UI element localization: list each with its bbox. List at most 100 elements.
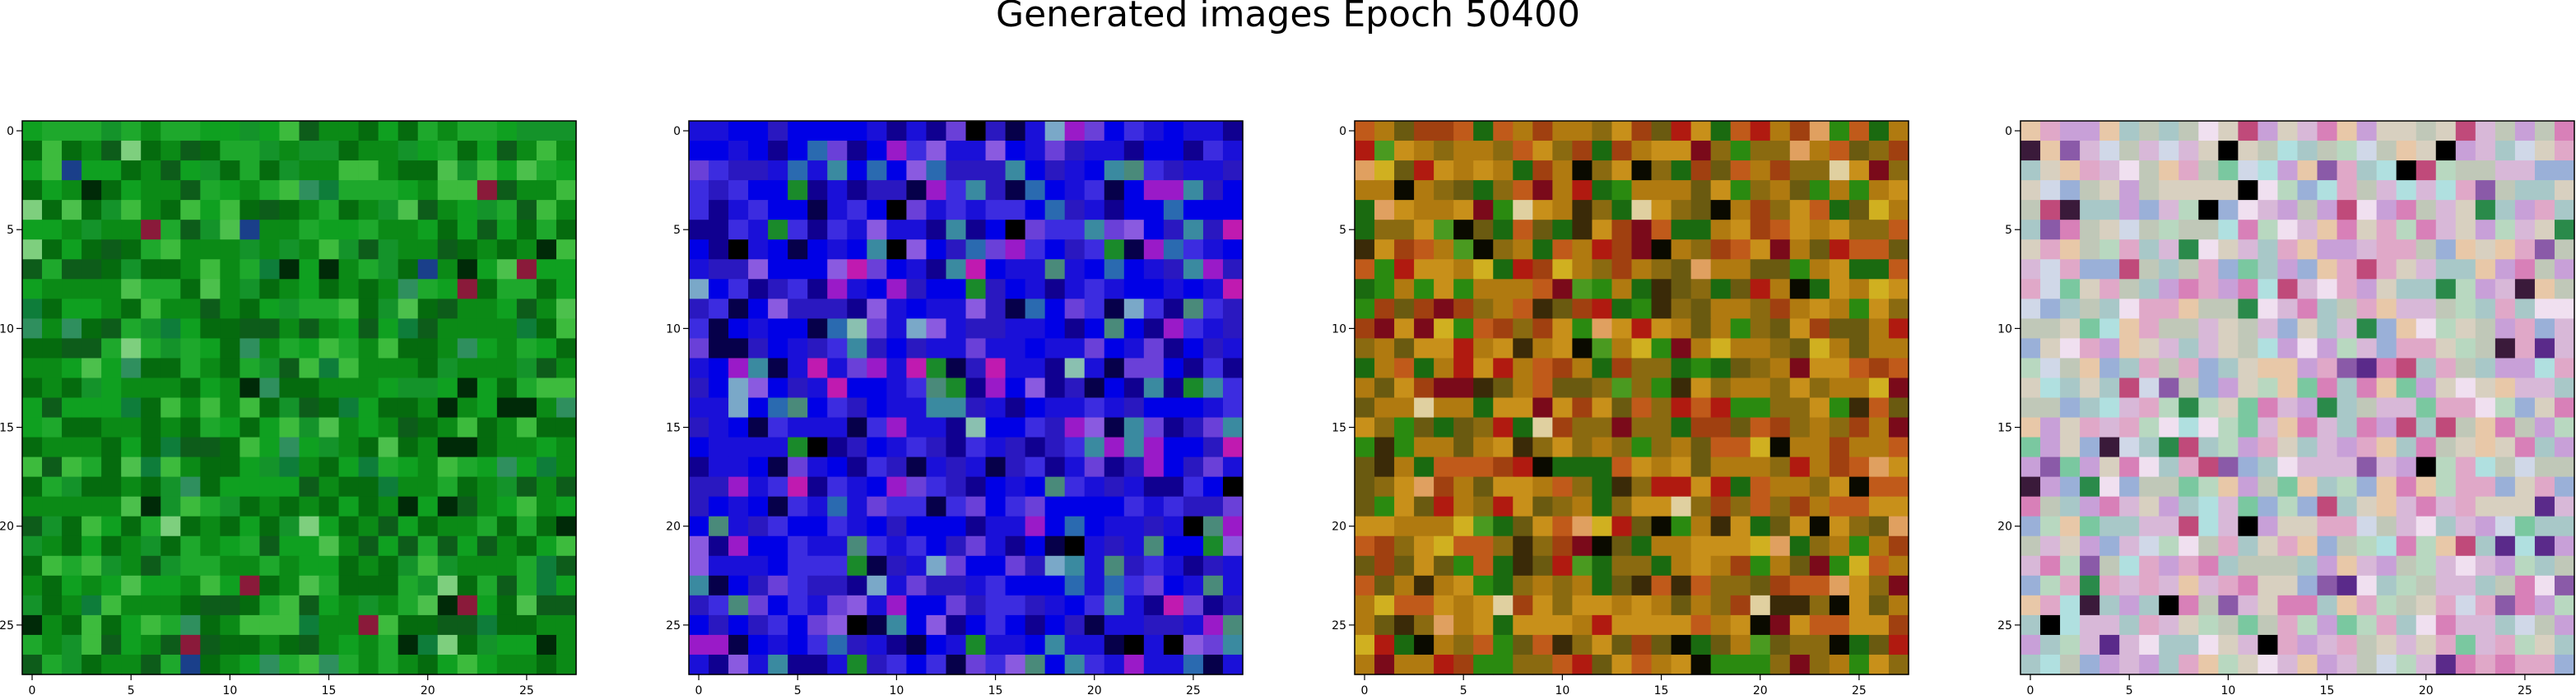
pixel-cell xyxy=(2376,516,2397,537)
pixel-cell xyxy=(516,476,537,498)
pixel-cell xyxy=(946,575,967,596)
pixel-cell xyxy=(728,259,749,280)
pixel-cell xyxy=(2297,259,2318,280)
pixel-cell xyxy=(536,239,557,260)
pixel-cell xyxy=(1064,496,1086,517)
pixel-cell xyxy=(1394,496,1415,517)
pixel-cell xyxy=(946,121,967,141)
pixel-cell xyxy=(319,417,340,438)
pixel-cell xyxy=(279,417,300,438)
pixel-cell xyxy=(2317,239,2338,260)
pixel-cell xyxy=(180,180,201,201)
pixel-cell xyxy=(1123,200,1145,220)
pixel-cell xyxy=(1183,437,1204,458)
pixel-cell xyxy=(1592,397,1613,419)
pixel-cell xyxy=(906,595,928,616)
pixel-cell xyxy=(477,358,498,379)
pixel-cell xyxy=(398,180,419,201)
pixel-cell xyxy=(965,318,987,339)
pixel-cell xyxy=(1611,299,1633,319)
pixel-cell xyxy=(1730,456,1751,478)
pixel-cell xyxy=(1123,535,1145,557)
pixel-cell xyxy=(2317,575,2338,596)
pixel-cell xyxy=(2099,397,2120,419)
pixel-cell xyxy=(1868,634,1890,656)
pixel-cell xyxy=(1592,595,1613,616)
pixel-cell xyxy=(886,535,907,557)
pixel-cell xyxy=(417,141,439,161)
pixel-cell xyxy=(827,634,848,656)
pixel-cell xyxy=(2257,634,2279,656)
pixel-cell xyxy=(2238,259,2259,280)
pixel-cell xyxy=(1848,654,1870,675)
pixel-cell xyxy=(358,279,379,299)
pixel-cell xyxy=(2356,378,2378,399)
pixel-cell xyxy=(1513,417,1533,438)
pixel-cell xyxy=(2040,575,2061,596)
pixel-cell xyxy=(2297,437,2318,458)
pixel-cell xyxy=(2218,378,2239,399)
pixel-cell xyxy=(2356,121,2378,141)
pixel-cell xyxy=(1473,654,1494,675)
pixel-cell xyxy=(2060,516,2081,537)
pixel-cell xyxy=(319,141,340,161)
pixel-cell xyxy=(2257,338,2279,359)
pixel-cell xyxy=(1848,595,1870,616)
pixel-cell xyxy=(1104,279,1125,299)
pixel-cell xyxy=(1572,220,1593,240)
pixel-cell xyxy=(1651,318,1672,339)
pixel-cell xyxy=(906,318,928,339)
pixel-cell xyxy=(81,378,102,399)
pixel-cell xyxy=(1493,200,1514,220)
pixel-cell xyxy=(299,358,320,379)
pixel-cell xyxy=(417,516,439,537)
pixel-cell xyxy=(1631,456,1653,478)
pixel-cell xyxy=(279,654,300,675)
pixel-cell xyxy=(807,318,828,339)
pixel-cell xyxy=(1710,595,1732,616)
pixel-cell xyxy=(2554,299,2575,319)
pixel-cell xyxy=(2534,338,2555,359)
pixel-cell xyxy=(62,220,82,240)
pixel-cell xyxy=(2337,160,2358,181)
pixel-cell xyxy=(556,220,577,240)
pixel-cell xyxy=(516,555,537,577)
pixel-cell xyxy=(2198,654,2219,675)
pixel-cell xyxy=(1651,634,1672,656)
pixel-cell xyxy=(2020,614,2041,636)
pixel-cell xyxy=(121,595,142,616)
pixel-cell xyxy=(259,239,281,260)
pixel-cell xyxy=(965,200,987,220)
pixel-cell xyxy=(827,358,848,379)
pixel-cell xyxy=(788,654,808,675)
pixel-cell xyxy=(728,535,749,557)
pixel-cell xyxy=(1123,555,1145,577)
pixel-cell xyxy=(2040,634,2061,656)
pixel-cell xyxy=(2416,634,2437,656)
pixel-cell xyxy=(2060,496,2081,517)
pixel-cell xyxy=(2139,259,2160,280)
pixel-cell xyxy=(2238,476,2259,498)
pixel-cell xyxy=(417,259,439,280)
pixel-cell xyxy=(1750,259,1771,280)
pixel-cell xyxy=(2040,318,2061,339)
pixel-cell xyxy=(2277,654,2299,675)
pixel-cell xyxy=(1414,634,1434,656)
pixel-cell xyxy=(2119,358,2140,379)
pixel-cell xyxy=(1848,318,1870,339)
pixel-cell xyxy=(2317,299,2338,319)
pixel-cell xyxy=(1730,535,1751,557)
pixel-cell xyxy=(1888,535,1909,557)
pixel-cell xyxy=(1064,160,1086,181)
pixel-cell xyxy=(1829,634,1850,656)
pixel-cell xyxy=(2159,358,2179,379)
pixel-cell xyxy=(2376,456,2397,478)
pixel-cell xyxy=(1572,456,1593,478)
pixel-cell xyxy=(1848,456,1870,478)
pixel-cell xyxy=(1690,358,1712,379)
pixel-cell xyxy=(2139,654,2160,675)
pixel-cell xyxy=(378,160,399,181)
pixel-cell xyxy=(2060,299,2081,319)
pixel-cell xyxy=(2376,595,2397,616)
